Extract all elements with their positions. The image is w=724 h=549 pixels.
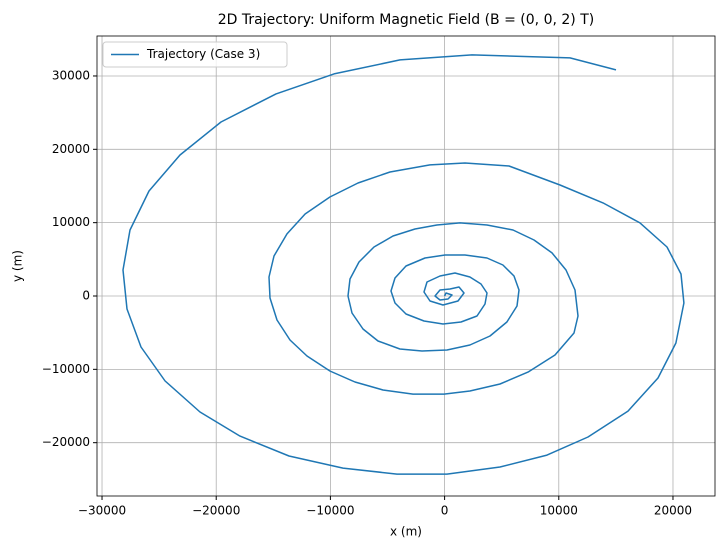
x-tick-label: −10000 <box>306 504 354 518</box>
y-tick-label: −20000 <box>42 435 90 449</box>
x-tick-label: 0 <box>441 504 449 518</box>
x-tick-label: 20000 <box>654 504 692 518</box>
y-tick-label: 20000 <box>52 142 90 156</box>
plot-frame <box>96 35 716 497</box>
x-tick-label: −30000 <box>78 504 126 518</box>
legend-box <box>102 41 288 68</box>
y-tick-label: 0 <box>82 288 90 302</box>
x-tick-label: −20000 <box>192 504 240 518</box>
y-axis-label: y (m) <box>11 250 25 282</box>
y-tick-label: 30000 <box>52 68 90 82</box>
y-tick-label: −10000 <box>42 362 90 376</box>
x-tick-label: 10000 <box>540 504 578 518</box>
legend-label: Trajectory (Case 3) <box>146 47 260 61</box>
trajectory-line <box>122 54 685 475</box>
y-tick-label: 10000 <box>52 215 90 229</box>
chart-title: 2D Trajectory: Uniform Magnetic Field (B… <box>218 12 594 28</box>
x-axis-label: x (m) <box>390 525 422 539</box>
